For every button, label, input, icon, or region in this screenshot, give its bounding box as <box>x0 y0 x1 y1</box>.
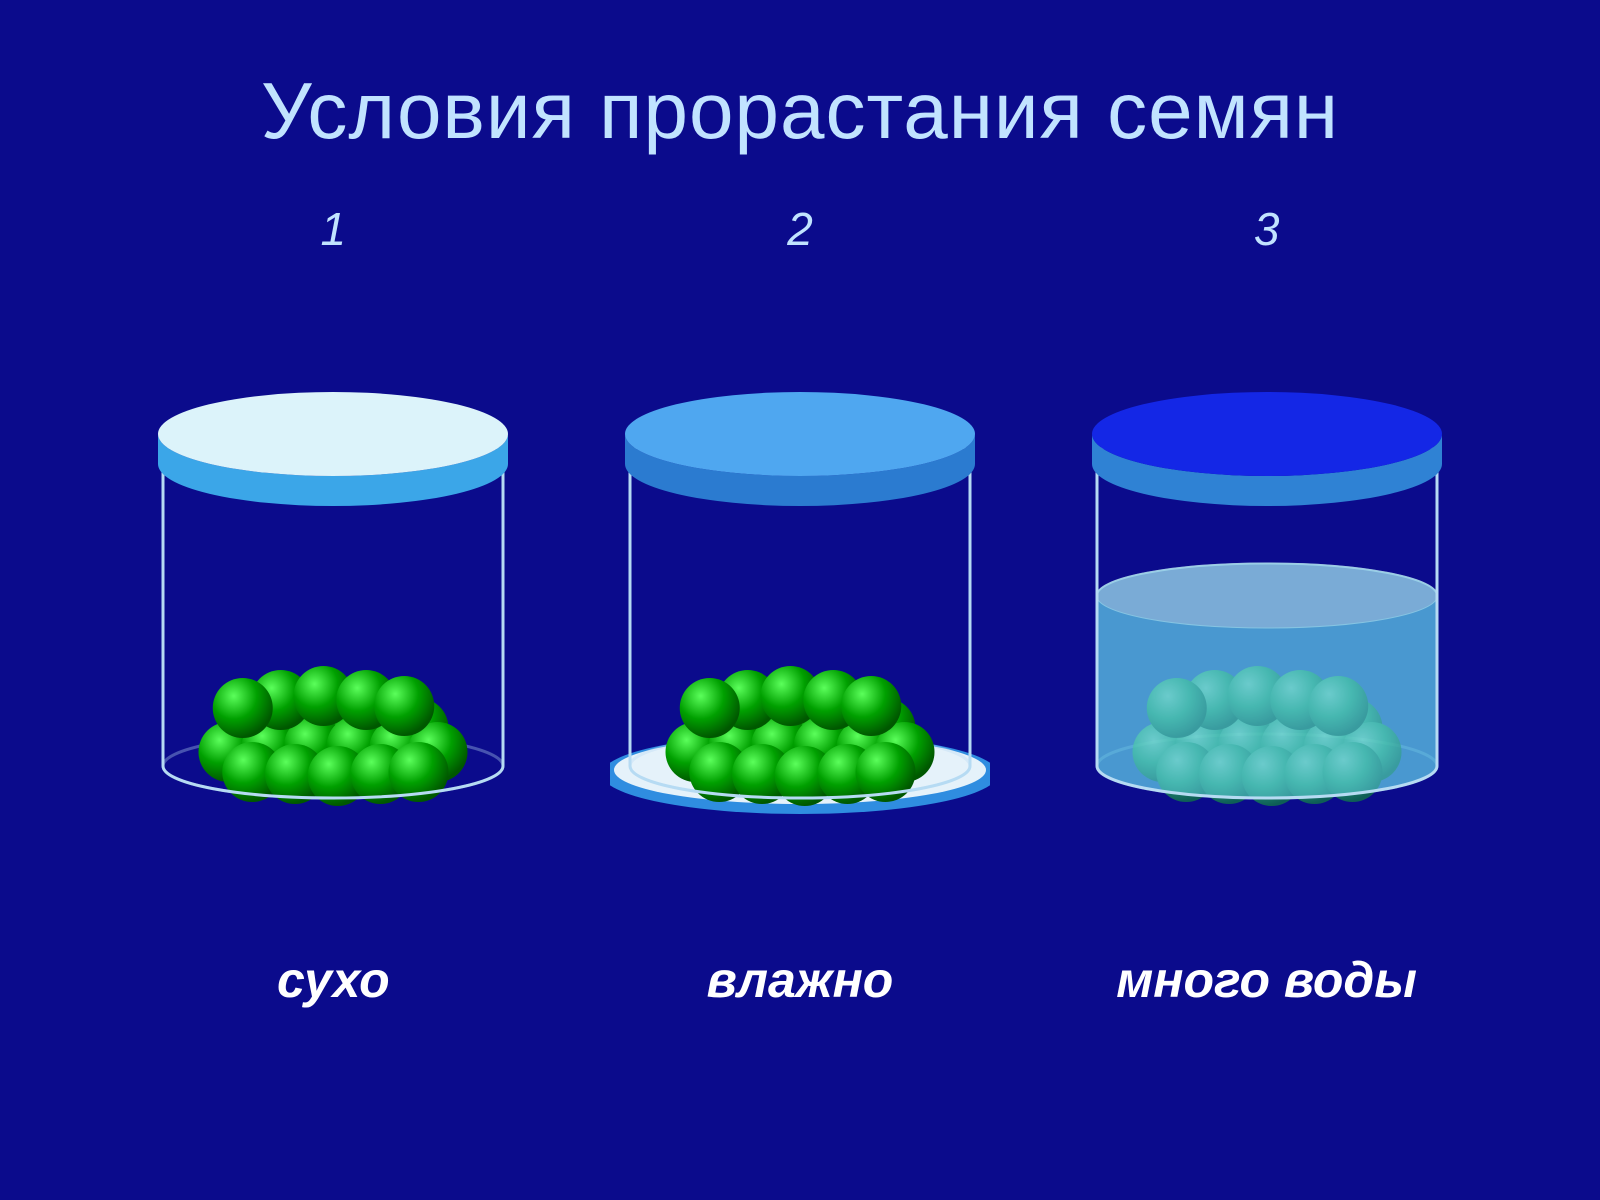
jar-number: 1 <box>123 202 543 256</box>
page-title: Условия прорастания семян <box>0 0 1600 157</box>
jar-label: сухо <box>123 951 543 1009</box>
jar-number: 2 <box>590 202 1010 256</box>
jar-3 <box>1057 376 1477 816</box>
jars-row <box>0 376 1600 816</box>
jar-label: много воды <box>1057 951 1477 1009</box>
jar-number: 3 <box>1057 202 1477 256</box>
jar-2 <box>590 376 1010 816</box>
numbers-row: 1 2 3 <box>0 202 1600 256</box>
jar-1 <box>123 376 543 816</box>
jar-label: влажно <box>590 951 1010 1009</box>
labels-row: сухо влажно много воды <box>0 951 1600 1009</box>
